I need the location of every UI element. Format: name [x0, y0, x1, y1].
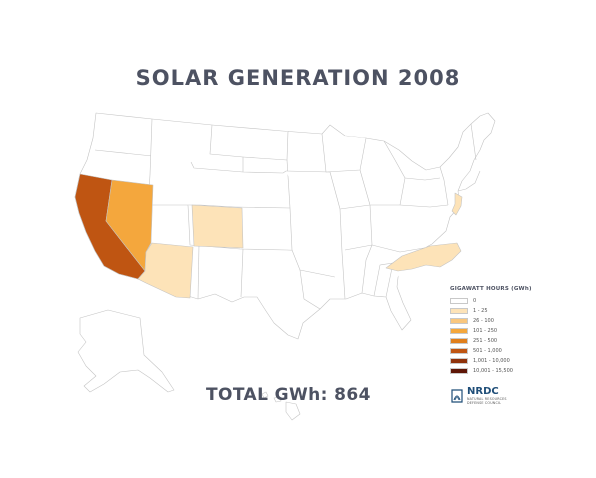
legend: GIGAWATT HOURS (GWh) 0 1 - 25 26 - 100 101 … [450, 286, 532, 376]
legend-swatch [450, 317, 468, 324]
legend-item: 26 - 100 [450, 316, 532, 325]
logo-name: NRDC [467, 386, 499, 397]
legend-swatch [450, 357, 468, 364]
state-colorado [191, 204, 244, 249]
state-new-jersey [451, 192, 463, 216]
hawaii [261, 391, 269, 399]
legend-label: 10,001 - 15,500 [473, 367, 513, 374]
nrdc-logo-icon [451, 389, 463, 403]
legend-label: 26 - 100 [473, 317, 494, 324]
legend-label: 501 - 1,000 [473, 347, 502, 354]
legend-swatch [450, 297, 468, 304]
map-title: SOLAR GENERATION 2008 [135, 66, 461, 90]
legend-title: GIGAWATT HOURS (GWh) [450, 286, 532, 292]
legend-label: 1,001 - 10,000 [473, 357, 510, 364]
legend-item: 501 - 1,000 [450, 346, 532, 355]
legend-item: 1,001 - 10,000 [450, 356, 532, 365]
legend-label: 251 - 500 [473, 337, 498, 344]
legend-swatch [450, 307, 468, 314]
logo-tagline-1: NATURAL RESOURCES [467, 397, 507, 401]
legend-swatch [450, 347, 468, 354]
state-arizona [137, 242, 194, 299]
legend-item: 0 [450, 296, 532, 305]
logo-tagline-2: DEFENSE COUNCIL [467, 401, 502, 405]
legend-item: 10,001 - 15,500 [450, 366, 532, 375]
legend-swatch [450, 367, 468, 374]
legend-swatch [450, 327, 468, 334]
state-north-carolina [385, 242, 462, 272]
legend-label: 0 [473, 297, 477, 304]
alaska [77, 309, 175, 393]
legend-item: 101 - 250 [450, 326, 532, 335]
legend-label: 1 - 25 [473, 307, 488, 314]
legend-item: 1 - 25 [450, 306, 532, 315]
legend-swatch [450, 337, 468, 344]
legend-item: 251 - 500 [450, 336, 532, 345]
total-label: TOTAL GWh: 864 [206, 385, 371, 405]
nrdc-logo: NRDC NATURAL RESOURCES DEFENSE COUNCIL [450, 387, 507, 405]
legend-label: 101 - 250 [473, 327, 498, 334]
